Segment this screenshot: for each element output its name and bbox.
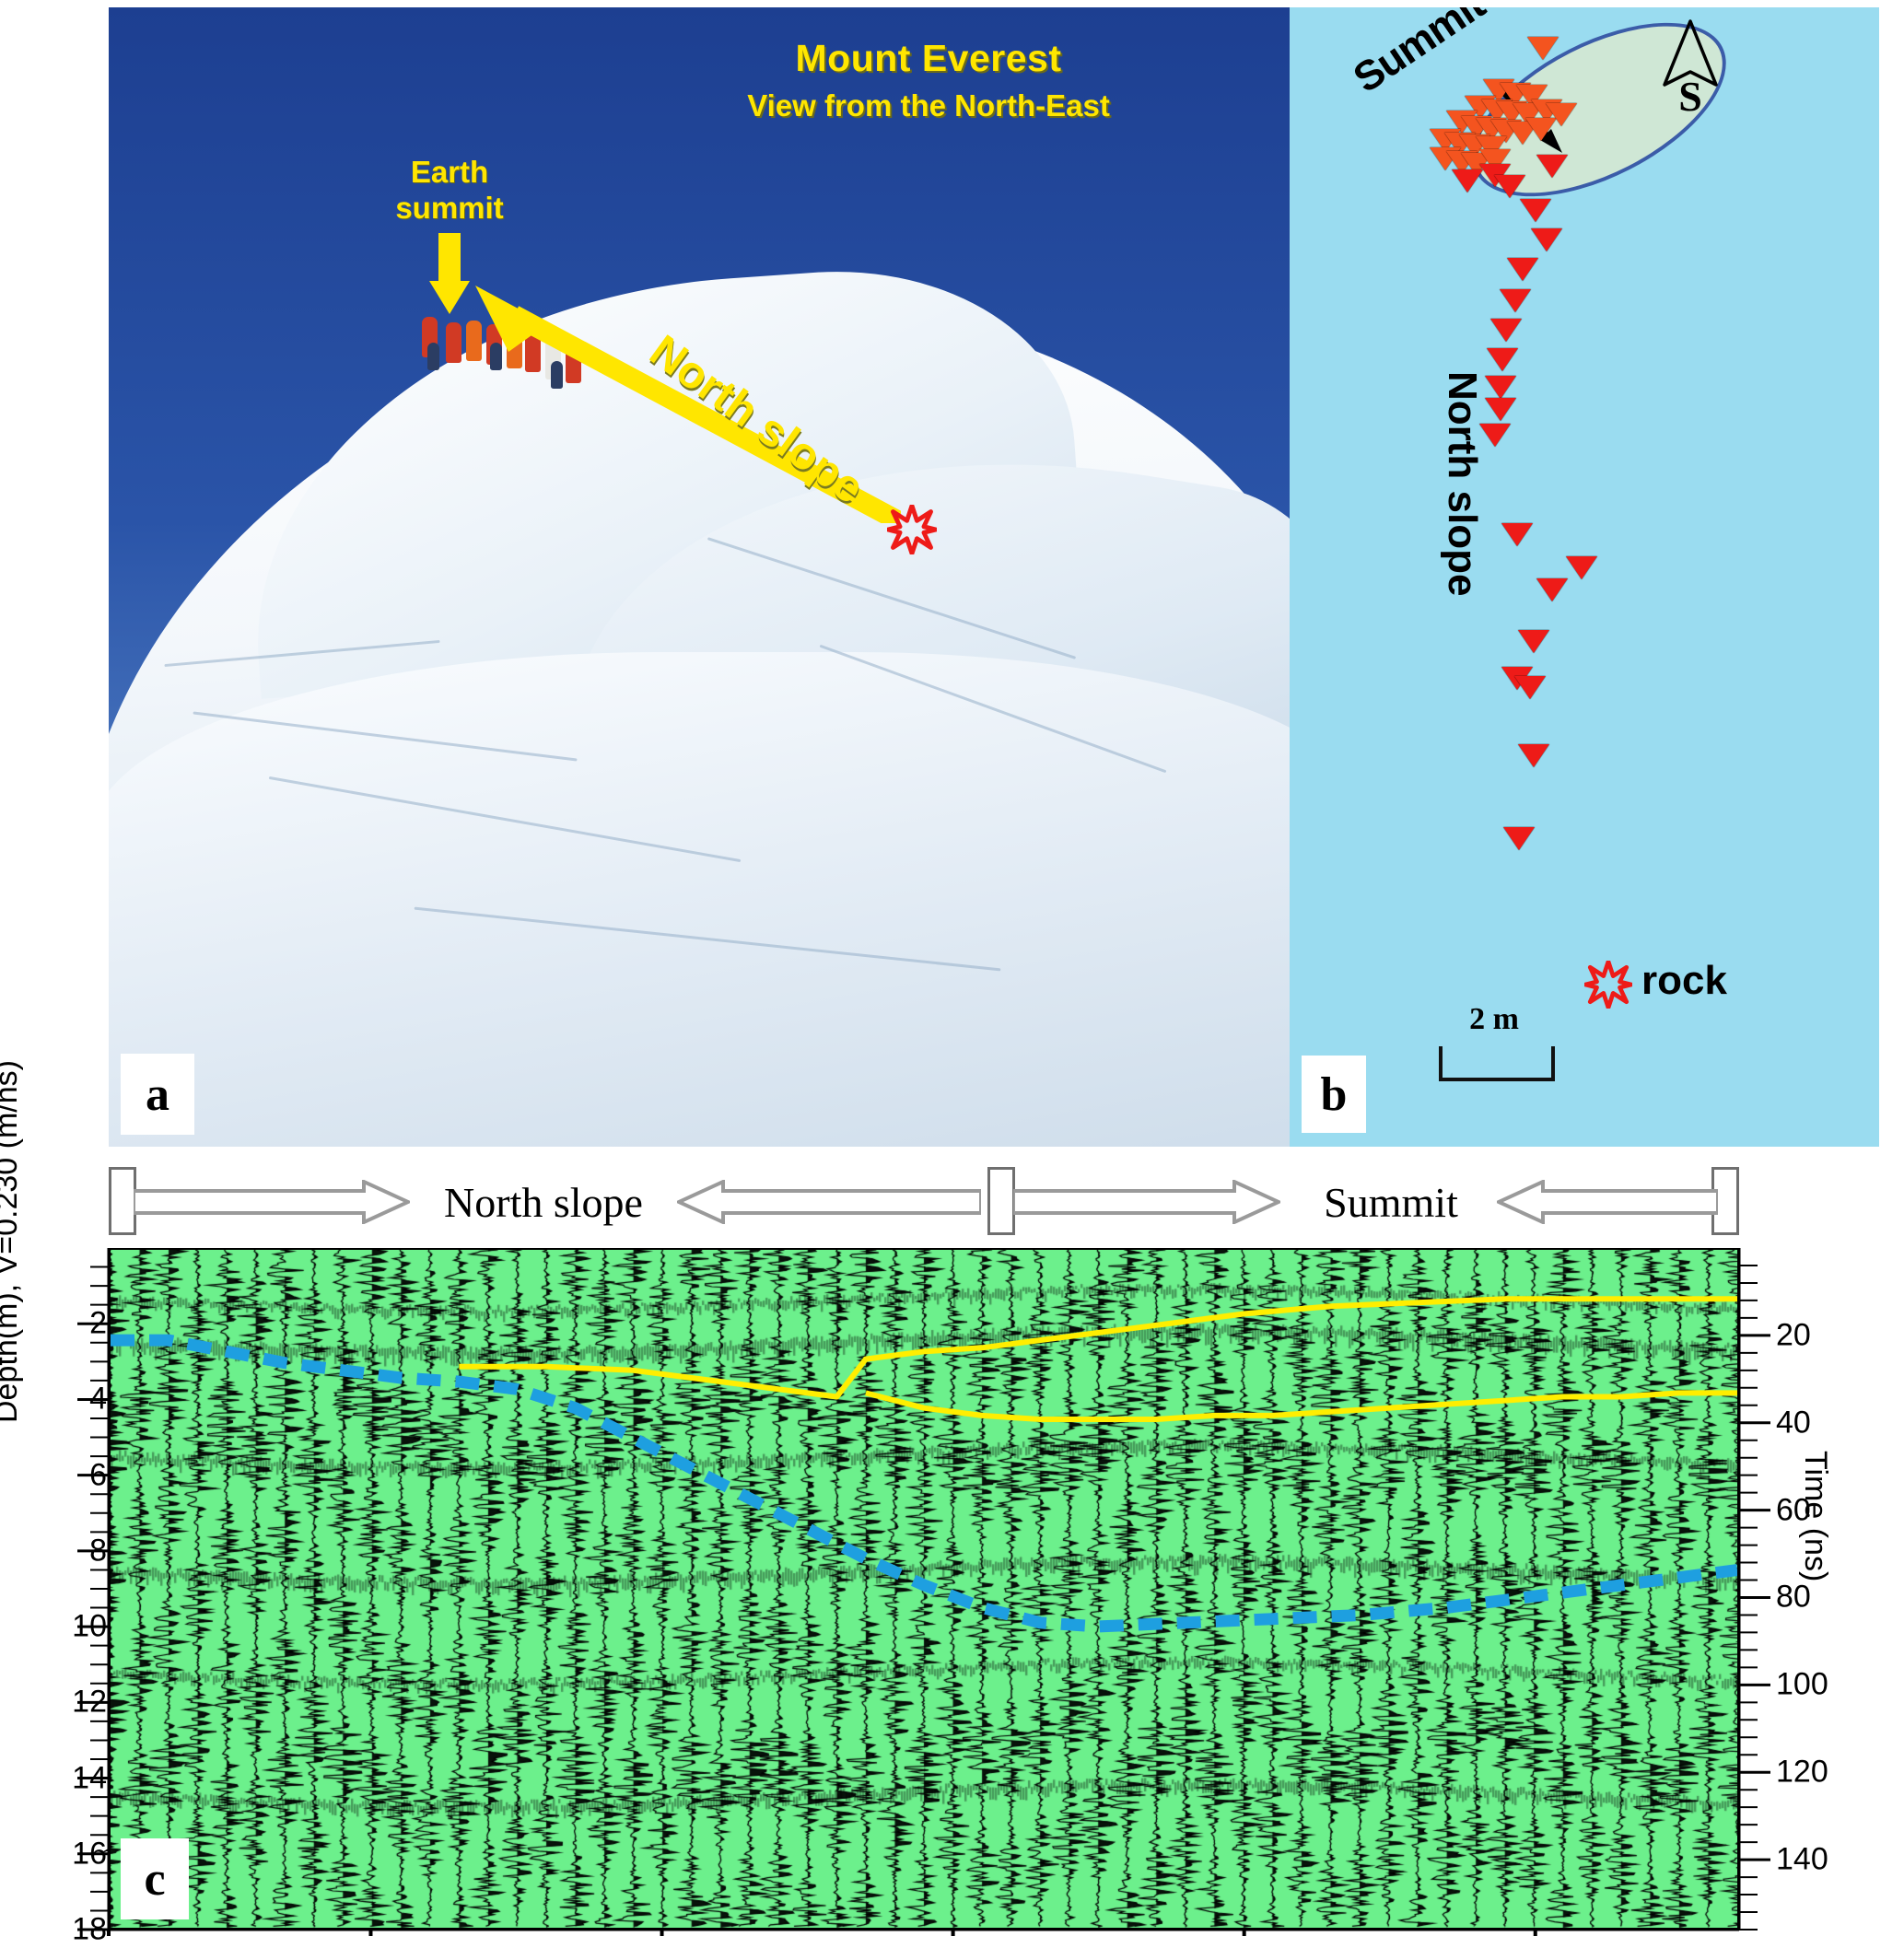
y-axis-tick-label: 2 [89, 1305, 107, 1341]
horizon-line [459, 1296, 1737, 1400]
scale-bar [1439, 1046, 1555, 1081]
down-arrow-icon [429, 233, 470, 314]
interpreted-horizons-overlay [111, 1296, 1737, 1633]
compass-direction-label: S [1678, 73, 1702, 120]
survey-marker-triangle [1566, 556, 1597, 579]
survey-marker-triangle [1514, 676, 1546, 699]
survey-marker-triangle [1487, 348, 1518, 371]
earth-summit-line2: summit [395, 190, 504, 225]
y-axis-tick-label: 14 [72, 1760, 107, 1796]
survey-marker-triangle [1452, 169, 1483, 192]
survey-marker-triangle [1546, 103, 1577, 126]
y-axis-tick-label: 10 [72, 1608, 107, 1644]
climbers-group [422, 311, 606, 389]
radargram-plot [109, 1248, 1739, 1930]
rock-star-icon [887, 505, 937, 554]
y-axis-tick-label: 6 [89, 1457, 107, 1493]
earth-summit-line1: Earth [410, 155, 489, 189]
page-title: Mount Everest [795, 37, 1062, 79]
panel-label-b: b [1302, 1056, 1366, 1133]
y2-axis-tick-label: 100 [1776, 1666, 1828, 1702]
rock-legend-star-icon [1584, 961, 1632, 1009]
compass-north-arrow-icon [1663, 19, 1718, 87]
panel-a-photo: Mount Everest View from the North-East E… [109, 7, 1290, 1147]
rock-legend-label: rock [1641, 958, 1727, 1003]
survey-marker-triangle [1507, 258, 1538, 281]
summit-label: Summit [1345, 7, 1493, 102]
survey-marker-triangle [1490, 319, 1522, 342]
y2-axis-tick-label: 80 [1776, 1579, 1811, 1615]
snow-ridge-lower [109, 652, 1290, 1147]
survey-marker-triangle [1500, 289, 1531, 312]
survey-marker-triangle [1518, 630, 1549, 653]
y2-axis-tick-label: 20 [1776, 1317, 1811, 1353]
panel-b-map: Summit North slope S 2 m rock b [1290, 7, 1879, 1147]
y2-axis-tick-label: 60 [1776, 1492, 1811, 1528]
y-axis-tick-label: 16 [72, 1836, 107, 1872]
panel-c-radargram: North slope Summit Depth(m), V=0.230 (m/… [0, 1060, 1904, 1946]
summit-arrow-right-icon [1013, 1180, 1280, 1224]
panel-label-c: c [121, 1838, 189, 1919]
survey-marker-triangle [1503, 827, 1535, 850]
page-subtitle: View from the North-East [747, 88, 1110, 122]
survey-marker-triangle [1485, 376, 1516, 399]
summit-arrow-left-icon [1497, 1180, 1718, 1224]
survey-marker-triangle [1518, 744, 1549, 767]
slope-arrow-icon [475, 286, 901, 523]
north-slope-arrow-right-icon [134, 1180, 410, 1224]
panel-c-summit-label: Summit [1324, 1179, 1458, 1226]
y2-axis-tick-label: 120 [1776, 1754, 1828, 1790]
survey-marker-triangle [1536, 155, 1568, 178]
y-axis-tick-label: 8 [89, 1533, 107, 1569]
y-axis-tick-label: 4 [89, 1381, 107, 1417]
y-axis-tick-label: 12 [72, 1684, 107, 1720]
y-axis-tick-label: 18 [72, 1911, 107, 1947]
panel-c-north-slope-label: North slope [444, 1179, 643, 1226]
horizon-line [111, 1334, 1737, 1633]
survey-marker-triangle [1527, 37, 1559, 60]
y2-axis-tick-label: 140 [1776, 1841, 1828, 1877]
earth-summit-annotation: Earth summit [330, 155, 569, 227]
survey-marker-triangle [1536, 578, 1568, 601]
survey-marker-triangle [1520, 199, 1551, 222]
survey-marker-triangle [1479, 424, 1511, 447]
survey-marker-triangle [1501, 523, 1533, 546]
axis-ticks [77, 1248, 1770, 1936]
panel-label-a: a [121, 1054, 194, 1135]
north-slope-arrow-left-icon [677, 1180, 981, 1224]
survey-marker-triangle [1485, 398, 1516, 421]
y2-axis-tick-label: 40 [1776, 1405, 1811, 1441]
survey-marker-triangle [1531, 228, 1562, 251]
north-slope-label: North slope [1440, 371, 1485, 597]
horizon-line [865, 1390, 1737, 1422]
survey-marker-triangle [1494, 175, 1525, 198]
scale-bar-label: 2 m [1469, 1002, 1519, 1036]
